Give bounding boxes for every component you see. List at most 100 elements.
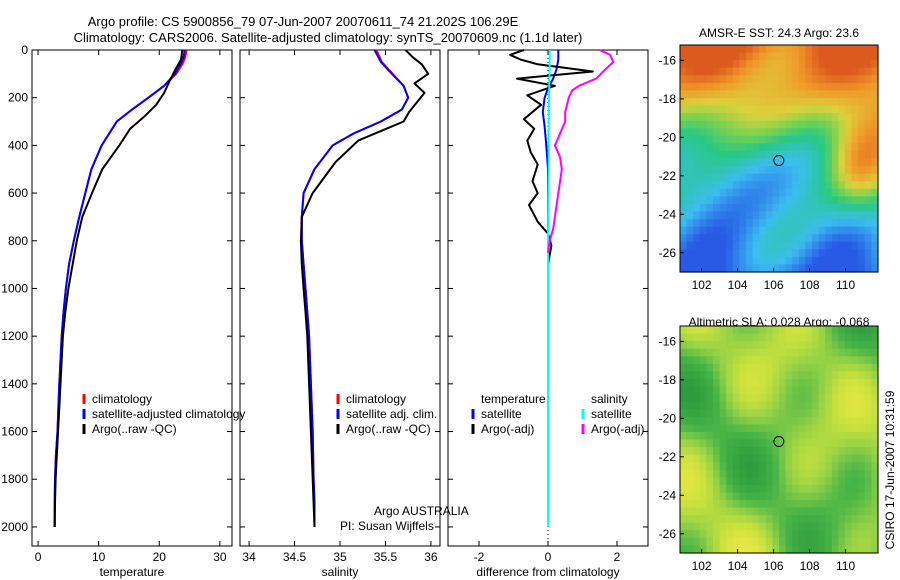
map-sla-cell (752, 431, 760, 441)
map-sla-cell (785, 439, 793, 448)
map-sst-cell (732, 97, 740, 107)
map-sst-cell (838, 90, 846, 99)
map-sst-cell (812, 135, 820, 144)
map-sst-cell (785, 120, 793, 129)
map-sla-cell (752, 394, 760, 403)
map-sst-cell (765, 90, 773, 99)
map-sla-cell (706, 469, 714, 478)
map-sla-cell (818, 371, 826, 380)
map-sst-cell (686, 249, 694, 258)
map-sla-cell (805, 401, 813, 410)
map-sst-cell (706, 75, 714, 84)
map-sst-cell (759, 166, 767, 175)
map-sla-field (680, 326, 879, 554)
map-sla-cell (785, 363, 793, 372)
map-sla-cell (746, 371, 754, 380)
map-sst-cell (713, 256, 721, 266)
map-sst-cell (805, 241, 813, 250)
map-sla-cell (779, 348, 787, 357)
map-sla-cell (851, 348, 859, 357)
map-sla-cell (693, 462, 701, 471)
map-sst-cell (812, 45, 820, 54)
map-sla-cell (785, 401, 793, 410)
map-sst-cell (864, 150, 872, 160)
map-sla-cell (726, 454, 734, 463)
map-sst-cell (851, 150, 859, 160)
map-sla-cell (706, 522, 714, 531)
map-sla-cell (812, 333, 820, 342)
map-sst-cell (864, 97, 872, 107)
map-sst-cell (772, 211, 780, 220)
map-sla-cell (680, 409, 688, 418)
map-sla-cell (693, 378, 701, 388)
map-sst-cell (812, 226, 820, 235)
map-sla-cell (746, 537, 754, 547)
map-sst-cell (779, 150, 787, 160)
map-sst-cell (831, 241, 839, 250)
map-sst-cell (739, 166, 747, 175)
map-sla-cell (719, 515, 727, 524)
map-sst-xtick-label: 106 (764, 278, 784, 292)
map-sla-cell (706, 530, 714, 539)
map-sla-cell (739, 522, 747, 531)
map-sst-cell (818, 219, 826, 228)
map-sst-cell (680, 67, 688, 76)
map-sst-cell (693, 97, 701, 107)
map-sst-cell (699, 188, 707, 197)
map-sst-cell (693, 120, 701, 129)
map-sst-cell (713, 188, 721, 197)
map-sst-cell (845, 150, 853, 160)
map-sst-cell (838, 234, 846, 243)
map-sla-cell (864, 409, 872, 418)
map-sla-cell (765, 492, 773, 501)
map-sla-cell (765, 394, 773, 403)
map-sla-cell (699, 341, 707, 350)
map-sst-cell (686, 128, 694, 137)
map-sla-cell (838, 333, 846, 342)
map-sla-cell (792, 477, 800, 486)
map-sst-cell (752, 52, 760, 61)
difference-series-1-line (509, 49, 594, 289)
map-sst-cell (798, 256, 806, 266)
map-sla-cell (706, 500, 714, 509)
map-sla-cell (858, 394, 866, 403)
map-sst-cell (680, 128, 688, 137)
map-sst-cell (699, 82, 707, 91)
map-sst-cell (765, 120, 773, 129)
map-sla-cell (838, 462, 846, 471)
map-sla-cell (699, 447, 707, 456)
map-sla-cell (680, 530, 688, 539)
map-sla-cell (825, 439, 833, 448)
map-sla-cell (838, 416, 846, 425)
difference-legend-entry: satellite (481, 407, 522, 421)
map-sst-cell (752, 256, 760, 266)
map-sst-cell (825, 158, 833, 167)
map-sla-cell (719, 492, 727, 501)
map-sla-cell (732, 363, 740, 372)
map-sst-cell (765, 226, 773, 235)
map-sst-cell (739, 173, 747, 182)
map-sla-cell (864, 507, 872, 516)
map-sst-cell (871, 211, 879, 220)
map-sla-cell (864, 477, 872, 486)
map-sst-title: AMSR-E SST: 24.3 Argo: 23.6 (699, 26, 859, 40)
map-sst-cell (864, 158, 872, 167)
map-sst-cell (858, 249, 866, 258)
map-sst-cell (851, 128, 859, 137)
map-sst-cell (693, 241, 701, 250)
map-sst-cell (812, 256, 820, 266)
map-sst-cell (726, 143, 734, 152)
difference-series-0-line (541, 50, 560, 527)
map-sla-cell (693, 371, 701, 380)
map-sst-cell (739, 226, 747, 235)
map-sla-cell (798, 424, 806, 433)
map-sst-cell (798, 249, 806, 258)
map-sst-cell (812, 234, 820, 243)
map-sla-cell (739, 378, 747, 388)
map-sla-cell (798, 484, 806, 494)
map-sst-cell (772, 90, 780, 99)
map-sla-cell (838, 356, 846, 365)
map-sla-cell (713, 530, 721, 539)
map-sla-cell (858, 371, 866, 380)
map-sst-cell (765, 196, 773, 205)
